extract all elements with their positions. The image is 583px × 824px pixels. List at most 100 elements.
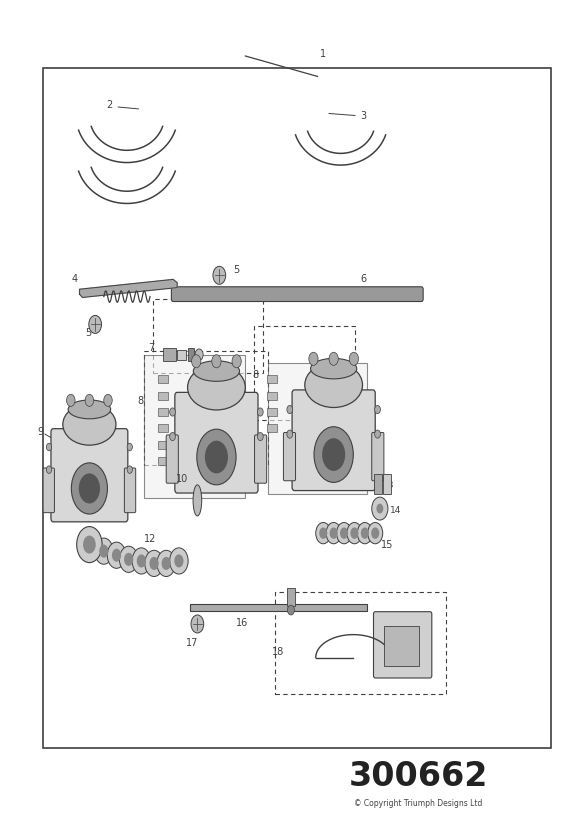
Text: 1: 1: [320, 49, 326, 59]
Circle shape: [287, 430, 293, 438]
Circle shape: [213, 266, 226, 284]
Circle shape: [83, 536, 96, 554]
Circle shape: [170, 408, 175, 416]
Bar: [157, 457, 168, 466]
Bar: [43, 68, 552, 747]
Bar: [254, 326, 355, 420]
Bar: [177, 350, 187, 359]
Circle shape: [127, 443, 132, 451]
Text: 17: 17: [186, 638, 198, 648]
Circle shape: [205, 441, 228, 473]
Bar: [266, 375, 277, 383]
Circle shape: [232, 354, 241, 368]
Circle shape: [145, 550, 163, 577]
Text: 13: 13: [382, 481, 394, 490]
Circle shape: [132, 548, 150, 574]
FancyBboxPatch shape: [171, 287, 423, 302]
Bar: [382, 474, 391, 494]
Circle shape: [124, 553, 134, 566]
Text: © Copyright Triumph Designs Ltd: © Copyright Triumph Designs Ltd: [354, 798, 483, 808]
Ellipse shape: [188, 365, 245, 410]
Circle shape: [357, 522, 373, 544]
Text: 3: 3: [361, 110, 367, 121]
Bar: [266, 424, 277, 433]
Bar: [287, 588, 295, 606]
Text: 10: 10: [175, 474, 188, 485]
Circle shape: [77, 527, 102, 563]
Ellipse shape: [68, 400, 111, 419]
FancyBboxPatch shape: [372, 433, 384, 480]
Ellipse shape: [305, 363, 363, 408]
Text: 300662: 300662: [349, 760, 488, 793]
FancyBboxPatch shape: [175, 392, 258, 493]
Bar: [153, 299, 262, 372]
FancyBboxPatch shape: [166, 435, 178, 483]
Ellipse shape: [193, 485, 202, 516]
Text: 18: 18: [272, 647, 285, 657]
Circle shape: [316, 522, 331, 544]
Text: 9: 9: [37, 427, 43, 437]
Circle shape: [322, 438, 345, 471]
Circle shape: [326, 522, 341, 544]
Circle shape: [287, 605, 294, 615]
Circle shape: [149, 557, 159, 570]
Circle shape: [372, 497, 388, 520]
Circle shape: [161, 557, 171, 570]
Text: 2: 2: [107, 100, 113, 110]
Text: 8: 8: [252, 370, 258, 380]
Circle shape: [107, 542, 126, 569]
Text: 4: 4: [72, 274, 78, 284]
Circle shape: [71, 463, 107, 514]
Text: 7: 7: [149, 343, 155, 353]
Polygon shape: [79, 279, 177, 297]
Circle shape: [314, 427, 353, 482]
Circle shape: [79, 473, 100, 503]
Circle shape: [329, 352, 338, 365]
Circle shape: [197, 429, 236, 485]
Text: 16: 16: [236, 618, 248, 628]
Bar: [157, 424, 168, 433]
Circle shape: [99, 545, 108, 558]
Circle shape: [340, 527, 348, 539]
Ellipse shape: [63, 404, 116, 445]
Circle shape: [258, 433, 263, 441]
Text: 14: 14: [389, 506, 401, 515]
Circle shape: [47, 443, 52, 451]
Circle shape: [375, 430, 381, 438]
Circle shape: [127, 466, 132, 473]
Circle shape: [350, 527, 359, 539]
Text: 6: 6: [361, 274, 367, 284]
Text: 8: 8: [137, 396, 143, 406]
Circle shape: [375, 405, 381, 414]
Circle shape: [120, 546, 138, 573]
Bar: [266, 408, 277, 416]
Circle shape: [361, 527, 369, 539]
Circle shape: [195, 349, 203, 360]
Circle shape: [85, 395, 94, 406]
Circle shape: [377, 503, 383, 513]
FancyBboxPatch shape: [268, 363, 367, 494]
Circle shape: [66, 395, 75, 406]
Bar: [275, 592, 445, 695]
FancyBboxPatch shape: [144, 354, 245, 498]
Circle shape: [319, 527, 327, 539]
FancyBboxPatch shape: [124, 468, 136, 513]
Circle shape: [192, 354, 201, 368]
Circle shape: [170, 548, 188, 574]
Circle shape: [94, 538, 113, 564]
Bar: [144, 351, 268, 466]
Text: 12: 12: [144, 534, 156, 544]
Text: 11: 11: [331, 442, 343, 452]
FancyBboxPatch shape: [374, 611, 432, 678]
Circle shape: [112, 549, 121, 562]
Bar: [157, 391, 168, 400]
Circle shape: [170, 433, 175, 441]
Bar: [157, 375, 168, 383]
Circle shape: [371, 527, 380, 539]
Ellipse shape: [311, 358, 357, 379]
FancyBboxPatch shape: [292, 390, 375, 490]
Bar: [384, 626, 419, 666]
FancyBboxPatch shape: [283, 433, 296, 480]
Circle shape: [137, 555, 146, 568]
Circle shape: [329, 527, 338, 539]
